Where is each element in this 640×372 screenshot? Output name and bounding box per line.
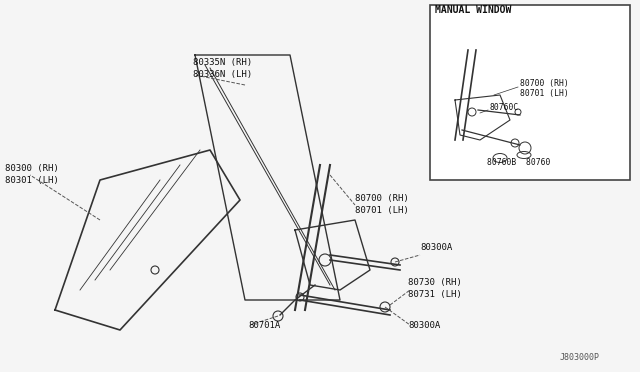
Text: 80760C: 80760C xyxy=(490,103,519,112)
Text: 80730 (RH): 80730 (RH) xyxy=(408,279,461,288)
Text: 80300A: 80300A xyxy=(420,244,452,253)
Text: 80700 (RH): 80700 (RH) xyxy=(355,193,409,202)
Text: 80300A: 80300A xyxy=(408,321,440,330)
Text: 80336N (LH): 80336N (LH) xyxy=(193,70,252,78)
Text: J803000P: J803000P xyxy=(560,353,600,362)
Text: 80701A: 80701A xyxy=(248,321,280,330)
Text: 80301 (LH): 80301 (LH) xyxy=(5,176,59,185)
Text: MANUAL WINDOW: MANUAL WINDOW xyxy=(435,5,511,15)
Bar xyxy=(430,5,630,180)
Text: 80300 (RH): 80300 (RH) xyxy=(5,164,59,173)
Text: 80701 (LH): 80701 (LH) xyxy=(355,205,409,215)
Text: 80760B  80760: 80760B 80760 xyxy=(487,157,550,167)
Text: 80335N (RH): 80335N (RH) xyxy=(193,58,252,67)
Text: 80700 (RH): 80700 (RH) xyxy=(520,78,569,87)
Text: 80701 (LH): 80701 (LH) xyxy=(520,89,569,97)
Text: 80731 (LH): 80731 (LH) xyxy=(408,291,461,299)
